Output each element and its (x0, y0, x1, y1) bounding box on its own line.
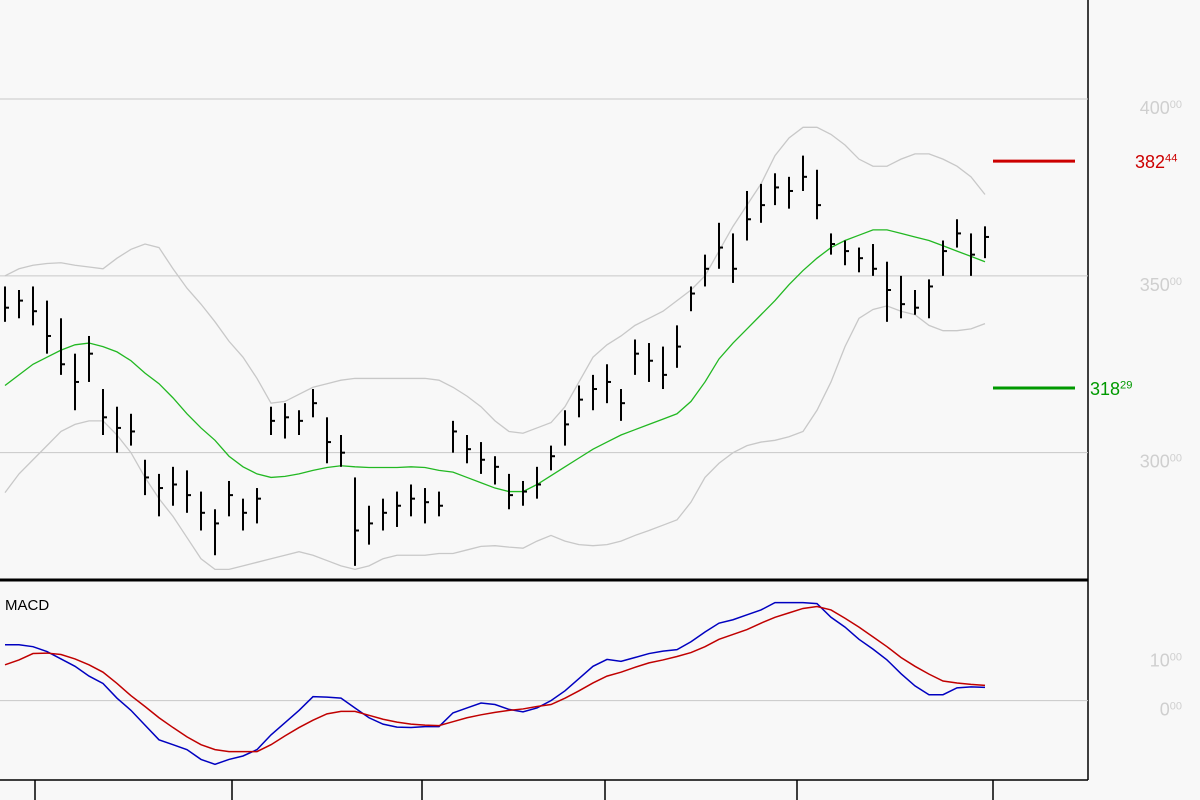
overlay-line (4, 229, 986, 493)
y-tick-decimals: 00 (1170, 453, 1182, 465)
y-tick-decimals: 00 (1170, 276, 1182, 288)
y-tick-main: 10 (1150, 650, 1170, 670)
overlay-line (4, 305, 986, 571)
x-ticks (34, 780, 994, 800)
y-tick-main: 400 (1140, 98, 1170, 118)
y-tick-label: 000 (1160, 699, 1182, 719)
level-label-decimals: 44 (1165, 153, 1177, 165)
level-label: 31829 (1090, 379, 1132, 399)
level-label-main: 382 (1135, 152, 1165, 172)
y-tick-decimals: 00 (1170, 99, 1182, 111)
level-label-decimals: 29 (1120, 379, 1132, 391)
macd-title: MACD (5, 597, 49, 614)
y-tick-label: 30000 (1140, 451, 1182, 471)
y-tick-main: 0 (1160, 699, 1170, 719)
y-tick-main: 350 (1140, 275, 1170, 295)
y-tick-label: 35000 (1140, 275, 1182, 295)
y-tick-main: 300 (1140, 451, 1170, 471)
y-tick-label: 40000 (1140, 98, 1182, 118)
y-tick-label: 1000 (1150, 650, 1182, 670)
macd-line (4, 605, 986, 753)
y-tick-decimals: 00 (1170, 652, 1182, 664)
overlay-line (4, 126, 986, 434)
y-tick-decimals: 00 (1170, 701, 1182, 713)
level-label: 38244 (1135, 152, 1177, 172)
level-label-main: 318 (1090, 379, 1120, 399)
